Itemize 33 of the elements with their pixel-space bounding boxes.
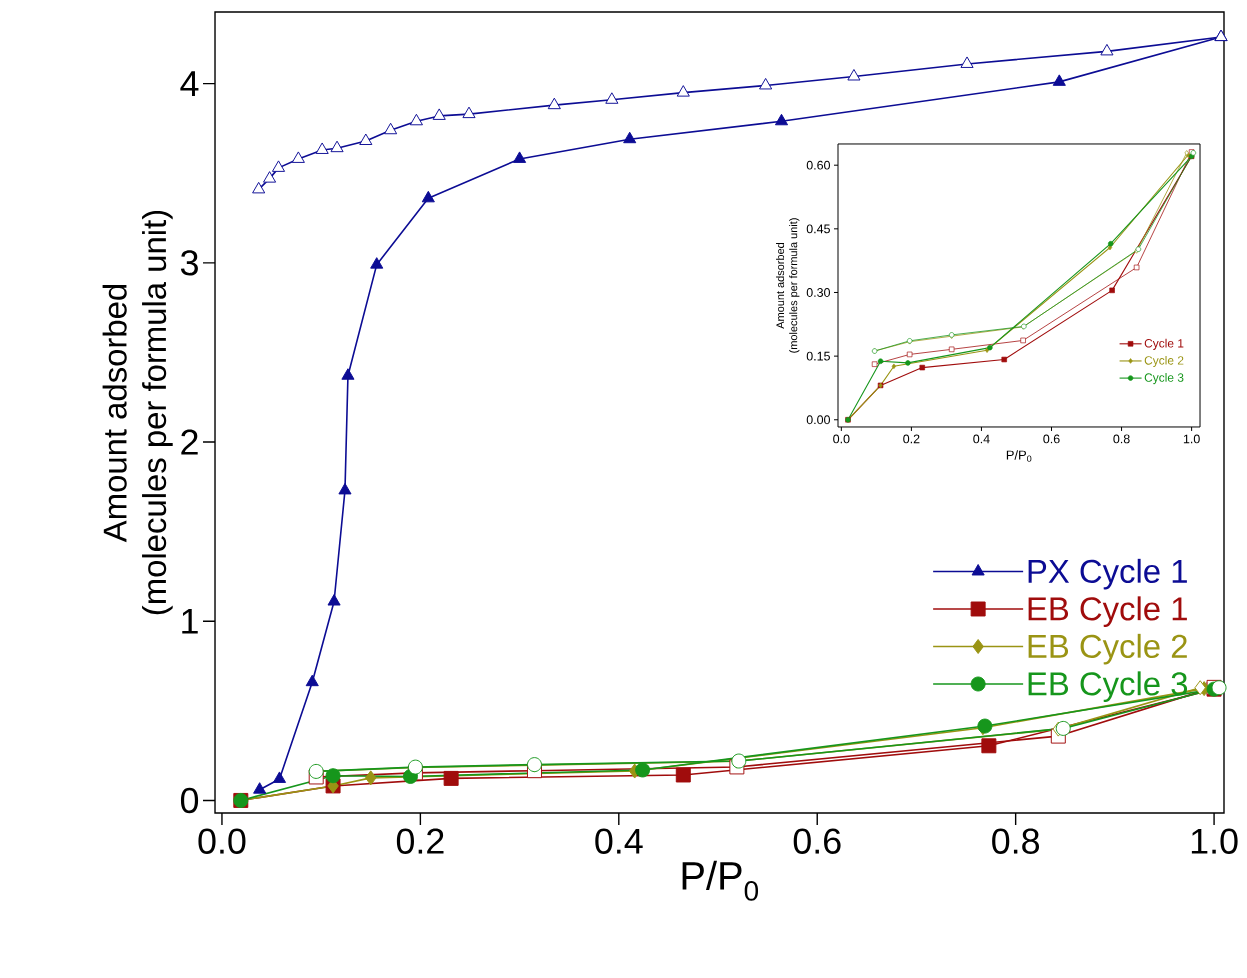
- x-tick-label: 0.2: [903, 434, 920, 444]
- legend-label: EB Cycle 3: [1028, 671, 1188, 702]
- y-axis-title: Amount adsorbed (molecules per formula unit): [776, 218, 800, 353]
- y-tick-label: 0.30: [806, 288, 830, 297]
- x-tick-label: 0.6: [1043, 434, 1060, 444]
- legend-label: PX Cycle 1: [1028, 558, 1187, 590]
- y-tick-label: 0.60: [806, 160, 830, 170]
- x-tick-label: 0.6: [793, 828, 841, 854]
- y-tick-label: 0.00: [806, 415, 830, 425]
- x-tick-label: 0.0: [833, 434, 850, 444]
- x-tick-label: 1.0: [1183, 434, 1200, 444]
- legend-label: EB Cycle 2: [1028, 633, 1187, 665]
- x-tick-label: 0.0: [198, 828, 246, 854]
- legend-label: Cycle 2: [1144, 355, 1184, 368]
- x-tick-label: 1.0: [1191, 828, 1238, 854]
- legend-label: Cycle 1: [1144, 338, 1184, 350]
- y-tick-label: 0: [180, 787, 199, 814]
- x-tick-label: 0.8: [1113, 434, 1130, 444]
- x-tick-label: 0.4: [595, 828, 643, 854]
- x-tick-label: 0.2: [396, 828, 444, 854]
- y-tick-label: 3: [180, 250, 198, 276]
- x-axis-title: P/P$_{0}$: [1006, 450, 1032, 462]
- x-tick-label: 0.4: [973, 434, 990, 444]
- legend-label: Cycle 3: [1144, 373, 1184, 385]
- y-tick-label: 0.45: [806, 224, 830, 234]
- y-tick-label: 1: [182, 608, 198, 634]
- x-tick-label: 0.8: [992, 828, 1040, 854]
- y-axis-title: Amount adsorbed (molecules per formula unit): [102, 210, 173, 615]
- x-axis-title: P/P$_{0}$: [682, 860, 759, 901]
- y-tick-label: 0.15: [806, 351, 830, 361]
- legend-label: EB Cycle 1: [1028, 596, 1187, 627]
- y-tick-label: 4: [180, 71, 199, 96]
- y-tick-label: 2: [181, 429, 198, 455]
